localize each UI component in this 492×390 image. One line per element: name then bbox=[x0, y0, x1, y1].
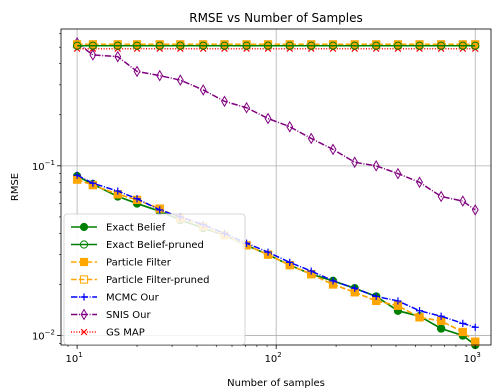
y-axis-label: RMSE bbox=[10, 173, 21, 201]
data-point bbox=[394, 297, 402, 305]
data-point bbox=[372, 41, 381, 50]
data-point bbox=[263, 41, 273, 50]
data-point bbox=[73, 41, 82, 50]
legend-marker bbox=[80, 308, 88, 321]
data-point bbox=[199, 41, 208, 50]
data-point bbox=[329, 143, 337, 156]
data-point bbox=[220, 41, 229, 50]
data-point bbox=[307, 267, 315, 275]
data-point bbox=[89, 179, 97, 187]
series-group bbox=[73, 37, 480, 350]
legend: Exact Belief Exact Belief-pruned Particle … bbox=[63, 213, 246, 345]
legend-label: GS MAP bbox=[106, 328, 145, 339]
data-point bbox=[351, 156, 359, 169]
data-point bbox=[458, 41, 467, 50]
y-tick-label: 10−1 bbox=[32, 159, 55, 173]
series-6 bbox=[73, 37, 479, 216]
legend-item: Exact Belief-pruned bbox=[71, 240, 204, 251]
data-point bbox=[114, 50, 122, 63]
data-point bbox=[156, 206, 164, 214]
data-point bbox=[133, 195, 141, 203]
data-point bbox=[286, 258, 294, 266]
data-point bbox=[307, 132, 315, 145]
data-point bbox=[132, 41, 142, 50]
legend-item: Exact Belief bbox=[71, 223, 166, 234]
data-point bbox=[221, 95, 228, 108]
data-point bbox=[437, 41, 446, 50]
data-point bbox=[459, 319, 467, 327]
data-point bbox=[351, 284, 359, 292]
legend-label: Exact Belief-pruned bbox=[106, 240, 204, 251]
data-point bbox=[264, 248, 272, 256]
data-point bbox=[393, 41, 403, 50]
data-point bbox=[264, 112, 272, 125]
x-tick-label: 103 bbox=[464, 351, 481, 365]
legend-box bbox=[63, 213, 246, 345]
data-point bbox=[176, 74, 184, 86]
data-point bbox=[328, 41, 338, 50]
data-point bbox=[199, 84, 207, 96]
data-point bbox=[155, 41, 164, 50]
legend-label: Exact Belief bbox=[106, 223, 166, 234]
legend-item: Particle Filter bbox=[71, 258, 172, 269]
data-point bbox=[73, 171, 81, 179]
x-tick-label: 102 bbox=[265, 351, 282, 365]
legend-marker bbox=[79, 222, 89, 232]
legend-marker bbox=[80, 293, 88, 301]
legend-item: MCMC Our bbox=[71, 293, 160, 304]
x-axis-label: Number of samples bbox=[227, 378, 325, 389]
data-point bbox=[242, 41, 251, 50]
data-point bbox=[415, 41, 424, 50]
data-point bbox=[113, 41, 122, 50]
series-line bbox=[76, 42, 476, 211]
data-point bbox=[471, 41, 480, 50]
legend-marker bbox=[79, 275, 89, 284]
legend-label: MCMC Our bbox=[106, 293, 160, 304]
data-point bbox=[285, 41, 294, 50]
data-point bbox=[459, 195, 467, 207]
series-line bbox=[76, 174, 476, 328]
data-point bbox=[329, 277, 337, 285]
legend-label: Particle Filter bbox=[106, 258, 172, 269]
data-point bbox=[176, 41, 185, 50]
data-point bbox=[156, 69, 164, 82]
legend-item: GS MAP bbox=[71, 328, 145, 339]
data-point bbox=[471, 204, 479, 216]
data-point bbox=[89, 49, 97, 61]
data-point bbox=[307, 41, 316, 50]
axis-ticks: 101 102 103 10−2 10−1 bbox=[32, 33, 481, 365]
data-point bbox=[88, 41, 97, 50]
x-tick-label: 101 bbox=[66, 351, 83, 365]
legend-marker bbox=[79, 257, 89, 267]
data-point bbox=[243, 101, 251, 114]
chart-title: RMSE vs Number of Samples bbox=[189, 11, 363, 25]
data-point bbox=[416, 176, 423, 189]
legend-item: Particle Filter-pruned bbox=[71, 275, 210, 286]
data-point bbox=[471, 323, 479, 331]
series-9 bbox=[73, 41, 480, 50]
data-point bbox=[437, 312, 445, 320]
legend-marker bbox=[80, 328, 88, 336]
data-point bbox=[350, 41, 359, 50]
data-point bbox=[286, 120, 294, 133]
data-point bbox=[415, 307, 424, 315]
data-point bbox=[458, 327, 467, 337]
data-point bbox=[372, 159, 380, 172]
legend-label: SNIS Our bbox=[106, 310, 152, 321]
data-point bbox=[372, 292, 380, 301]
legend-marker bbox=[79, 240, 89, 249]
data-point bbox=[133, 65, 141, 78]
data-point bbox=[437, 190, 445, 203]
data-point bbox=[394, 167, 402, 180]
data-point bbox=[114, 187, 122, 195]
legend-item: SNIS Our bbox=[71, 308, 152, 321]
y-tick-label: 10−2 bbox=[32, 329, 55, 343]
legend-label: Particle Filter-pruned bbox=[106, 275, 210, 286]
